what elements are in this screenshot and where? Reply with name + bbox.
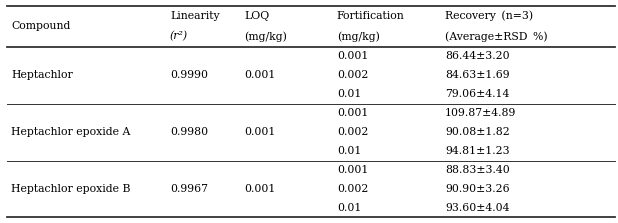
Text: Heptachlor: Heptachlor [11,70,73,80]
Text: 0.002: 0.002 [337,184,368,194]
Text: 0.9980: 0.9980 [170,127,208,137]
Text: Compound: Compound [11,21,70,31]
Text: Heptachlor epoxide A: Heptachlor epoxide A [11,127,130,137]
Text: 0.002: 0.002 [337,127,368,137]
Text: Recovery (n=3): Recovery (n=3) [445,11,533,21]
Text: 0.01: 0.01 [337,146,361,156]
Text: 0.001: 0.001 [244,184,276,194]
Text: 0.001: 0.001 [337,165,368,175]
Text: 0.01: 0.01 [337,89,361,99]
Text: 0.001: 0.001 [244,127,276,137]
Text: 84.63±1.69: 84.63±1.69 [445,70,510,80]
Text: (mg/kg): (mg/kg) [244,31,287,42]
Text: 86.44±3.20: 86.44±3.20 [445,51,510,61]
Text: 0.001: 0.001 [244,70,276,80]
Text: 90.08±1.82: 90.08±1.82 [445,127,510,137]
Text: 90.90±3.26: 90.90±3.26 [445,184,510,194]
Text: (Average±RSD %): (Average±RSD %) [445,31,548,42]
Text: (mg/kg): (mg/kg) [337,31,379,42]
Text: 109.87±4.89: 109.87±4.89 [445,108,516,118]
Text: 0.002: 0.002 [337,70,368,80]
Text: 93.60±4.04: 93.60±4.04 [445,203,509,213]
Text: 0.9967: 0.9967 [170,184,208,194]
Text: 94.81±1.23: 94.81±1.23 [445,146,510,156]
Text: Heptachlor epoxide B: Heptachlor epoxide B [11,184,130,194]
Text: Linearity: Linearity [170,11,219,21]
Text: 0.001: 0.001 [337,51,368,61]
Text: 88.83±3.40: 88.83±3.40 [445,165,510,175]
Text: LOQ: LOQ [244,11,269,21]
Text: 79.06±4.14: 79.06±4.14 [445,89,509,99]
Text: Fortification: Fortification [337,11,405,21]
Text: 0.01: 0.01 [337,203,361,213]
Text: (r²): (r²) [170,31,188,42]
Text: 0.9990: 0.9990 [170,70,208,80]
Text: 0.001: 0.001 [337,108,368,118]
